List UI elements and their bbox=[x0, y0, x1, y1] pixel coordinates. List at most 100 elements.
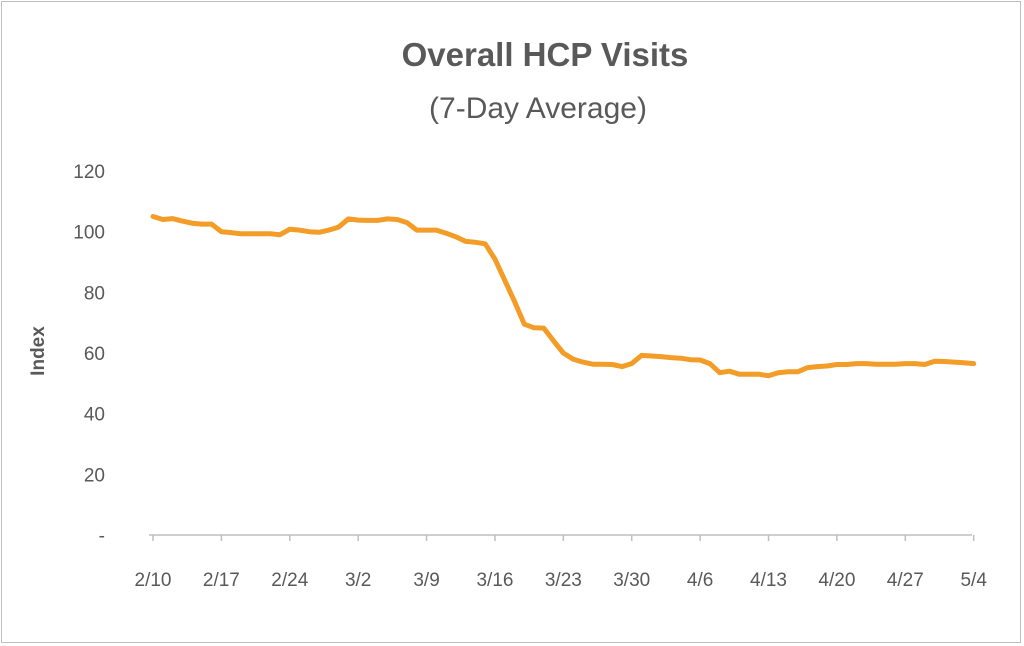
data-point bbox=[483, 241, 488, 246]
data-point bbox=[463, 239, 468, 244]
data-point bbox=[815, 364, 820, 369]
data-point bbox=[854, 361, 859, 366]
x-tick-label: 3/2 bbox=[345, 570, 371, 591]
data-point bbox=[561, 351, 566, 355]
data-point bbox=[649, 354, 654, 358]
data-point bbox=[717, 370, 722, 375]
data-point bbox=[512, 299, 517, 304]
data-point bbox=[600, 362, 605, 367]
data-point bbox=[571, 357, 576, 362]
data-point bbox=[952, 360, 957, 365]
data-point bbox=[590, 362, 595, 367]
data-point bbox=[160, 217, 165, 222]
x-tick-label: 3/9 bbox=[413, 570, 439, 591]
data-point bbox=[151, 214, 155, 219]
data-point bbox=[942, 359, 947, 364]
data-point bbox=[756, 372, 761, 377]
data-point bbox=[287, 227, 292, 232]
data-point bbox=[346, 216, 351, 221]
data-point bbox=[776, 370, 781, 375]
x-tick-label: 4/6 bbox=[687, 570, 713, 591]
y-tick-label: 40 bbox=[84, 405, 105, 426]
x-tick-label: 5/4 bbox=[960, 570, 987, 591]
data-point bbox=[307, 229, 312, 234]
data-point bbox=[502, 278, 507, 283]
x-tick-label: 4/20 bbox=[818, 570, 855, 591]
data-point bbox=[405, 220, 409, 225]
data-point bbox=[336, 225, 341, 230]
data-point bbox=[278, 232, 282, 237]
data-point bbox=[297, 228, 302, 233]
x-tick-label: 2/10 bbox=[135, 570, 172, 591]
data-point bbox=[414, 228, 419, 233]
data-point bbox=[229, 230, 234, 235]
x-tick-label: 2/17 bbox=[203, 570, 240, 591]
data-point bbox=[199, 222, 204, 227]
data-point bbox=[922, 362, 927, 367]
y-axis-ticks: - 20 40 60 80 100 120 bbox=[73, 162, 105, 547]
data-point bbox=[727, 369, 732, 374]
data-point bbox=[190, 221, 195, 226]
data-point bbox=[532, 325, 536, 330]
y-tick-label: - bbox=[99, 526, 105, 547]
data-point bbox=[385, 216, 390, 221]
data-point bbox=[883, 362, 888, 367]
data-point bbox=[737, 372, 742, 377]
data-point bbox=[786, 369, 790, 374]
data-point bbox=[639, 353, 644, 358]
data-point bbox=[326, 228, 331, 233]
data-point bbox=[874, 362, 878, 367]
data-point bbox=[707, 361, 712, 366]
data-point bbox=[434, 228, 439, 233]
data-point bbox=[629, 361, 634, 366]
data-point bbox=[492, 257, 497, 261]
data-point bbox=[238, 231, 243, 236]
y-axis-label: Index bbox=[28, 326, 49, 376]
data-point bbox=[209, 222, 214, 227]
y-tick-label: 100 bbox=[73, 223, 105, 244]
y-tick-label: 120 bbox=[73, 162, 105, 183]
data-point bbox=[365, 218, 370, 223]
data-point bbox=[268, 231, 273, 236]
y-tick-label: 20 bbox=[84, 465, 105, 486]
chart-title: Overall HCP Visits bbox=[402, 36, 689, 73]
data-point bbox=[551, 338, 556, 343]
data-point bbox=[444, 231, 449, 236]
y-tick-label: 60 bbox=[84, 344, 105, 365]
x-tick-label: 3/30 bbox=[613, 570, 650, 591]
data-point bbox=[844, 362, 849, 367]
data-point bbox=[678, 356, 683, 361]
data-point bbox=[375, 218, 380, 223]
data-point bbox=[668, 355, 673, 360]
data-point bbox=[913, 361, 918, 366]
data-point bbox=[610, 362, 615, 367]
x-axis-ticks: 2/10 2/17 2/24 3/2 3/9 3/16 3/23 3/30 4/6 4/13 4/2… bbox=[135, 535, 987, 591]
series-group bbox=[150, 214, 977, 379]
x-tick-label: 2/24 bbox=[271, 570, 308, 591]
data-point bbox=[248, 231, 253, 236]
data-point bbox=[971, 361, 976, 366]
data-point bbox=[424, 228, 429, 233]
data-point bbox=[825, 364, 830, 368]
data-point bbox=[795, 369, 800, 374]
data-point bbox=[834, 362, 839, 367]
data-point bbox=[258, 231, 263, 236]
x-tick-label: 4/13 bbox=[750, 570, 787, 591]
data-point bbox=[766, 373, 771, 378]
x-tick-label: 4/27 bbox=[887, 570, 924, 591]
data-point bbox=[473, 240, 478, 245]
data-point bbox=[170, 216, 175, 221]
data-point bbox=[522, 322, 527, 327]
data-point bbox=[903, 361, 908, 366]
y-tick-label: 80 bbox=[84, 283, 105, 304]
data-point bbox=[893, 362, 898, 367]
data-point bbox=[620, 364, 624, 369]
data-point bbox=[356, 218, 361, 223]
x-tick-label: 3/16 bbox=[476, 570, 513, 591]
data-point bbox=[688, 357, 693, 362]
data-point bbox=[747, 372, 751, 377]
data-point bbox=[864, 361, 869, 366]
data-point bbox=[659, 354, 663, 359]
x-tick-label: 3/23 bbox=[545, 570, 582, 591]
